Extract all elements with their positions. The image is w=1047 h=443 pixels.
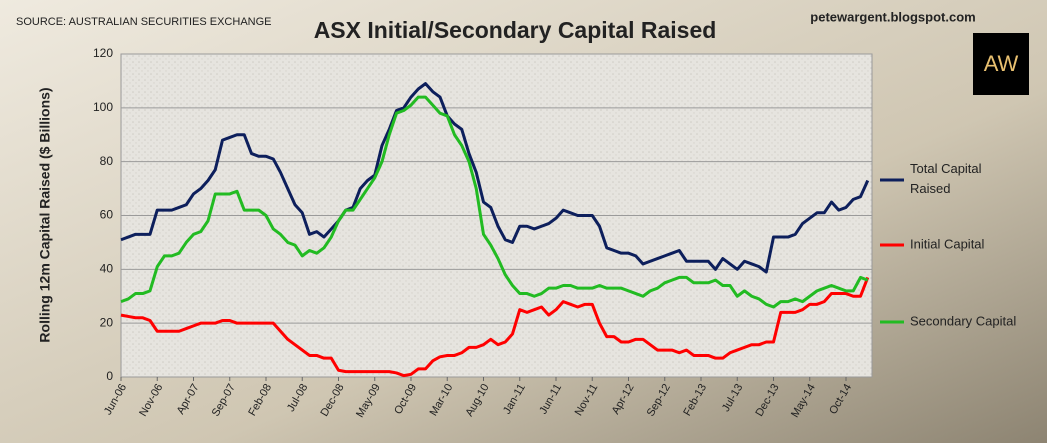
y-tick-label: 40 xyxy=(100,262,114,276)
logo: AW xyxy=(984,51,1019,76)
legend-label: Secondary Capital xyxy=(910,313,1016,328)
chart-title: ASX Initial/Secondary Capital Raised xyxy=(314,17,717,43)
y-tick-label: 60 xyxy=(100,208,114,222)
legend-label: Total Capital Raised xyxy=(910,161,982,196)
logo-box xyxy=(973,33,1029,95)
series-line xyxy=(120,95,869,309)
y-tick-label: 0 xyxy=(106,369,113,383)
y-tick-label: 20 xyxy=(100,315,114,329)
source: SOURCE: AUSTRALIAN SECURITIES EXCHANGE xyxy=(16,16,272,28)
y-tick-label: 120 xyxy=(93,46,113,60)
blog: petewargent.blogspot.com xyxy=(810,9,975,24)
y-tick-label: 100 xyxy=(93,100,113,114)
series-line xyxy=(120,276,870,378)
series-line xyxy=(120,82,870,274)
legend-label: Initial Capital xyxy=(910,236,985,251)
y-tick-label: 80 xyxy=(100,154,114,168)
y-axis-label: Rolling 12m Capital Raised ($ Billions) xyxy=(37,87,53,342)
